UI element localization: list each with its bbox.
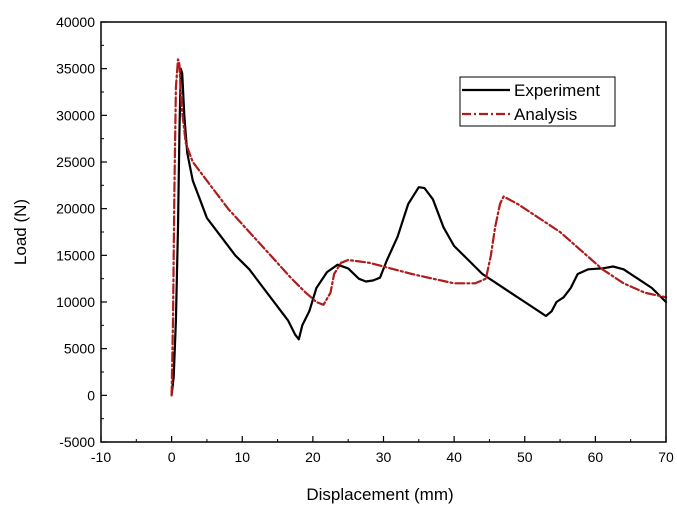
x-axis-title: Displacement (mm): [306, 485, 453, 504]
y-tick-label: 0: [87, 387, 95, 403]
y-tick-label: 25000: [56, 154, 95, 170]
plot-frame: [100, 21, 667, 443]
legend-box: [459, 76, 616, 127]
x-tick-label: 60: [588, 449, 604, 465]
legend-label-analysis: Analysis: [514, 105, 577, 124]
x-tick-label: -10: [91, 449, 111, 465]
y-tick-label: 40000: [56, 14, 95, 30]
ticks-layer: -10 0 10 20 30 40 50 60 70 -5000 0 5000 10000 15000 20…: [56, 14, 674, 465]
y-axis-title: Load (N): [11, 199, 30, 265]
legend-label-experiment: Experiment: [514, 81, 600, 100]
series-line-analysis: [170, 58, 668, 397]
x-tick-label: 70: [658, 449, 674, 465]
y-tick-label: -5000: [59, 434, 95, 450]
x-tick-label: 40: [446, 449, 462, 465]
x-tick-label: 30: [376, 449, 392, 465]
legend: Experiment Analysis: [459, 76, 616, 127]
y-tick-label: 20000: [56, 201, 95, 217]
x-tick-label: 0: [168, 449, 176, 465]
y-tick-label: 10000: [56, 294, 95, 310]
x-tick-label: 20: [305, 449, 321, 465]
series-layer: [170, 58, 668, 397]
y-tick-label: 30000: [56, 107, 95, 123]
y-tick-label: 15000: [56, 247, 95, 263]
x-tick-label: 50: [517, 449, 533, 465]
y-tick-label: 35000: [56, 61, 95, 77]
y-tick-label: 5000: [64, 341, 95, 357]
x-tick-label: 10: [234, 449, 250, 465]
series-line-experiment: [170, 67, 668, 397]
